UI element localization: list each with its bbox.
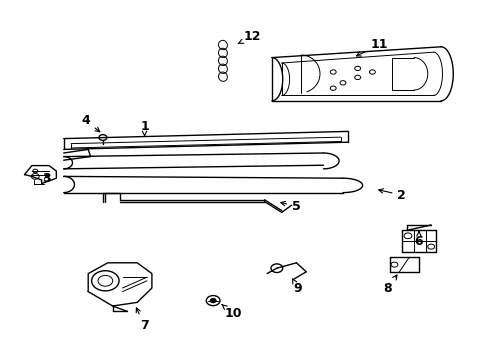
Text: 11: 11 [356, 39, 389, 56]
Text: 5: 5 [281, 200, 301, 213]
Text: 1: 1 [140, 120, 149, 136]
Text: 9: 9 [293, 279, 302, 295]
Text: 7: 7 [136, 308, 149, 332]
Circle shape [210, 298, 216, 303]
Text: 2: 2 [379, 189, 406, 202]
Text: 12: 12 [238, 30, 261, 44]
Text: 3: 3 [42, 172, 51, 185]
Text: 6: 6 [415, 231, 423, 248]
Text: 4: 4 [81, 114, 100, 132]
Text: 8: 8 [383, 275, 397, 295]
Text: 10: 10 [222, 305, 242, 320]
